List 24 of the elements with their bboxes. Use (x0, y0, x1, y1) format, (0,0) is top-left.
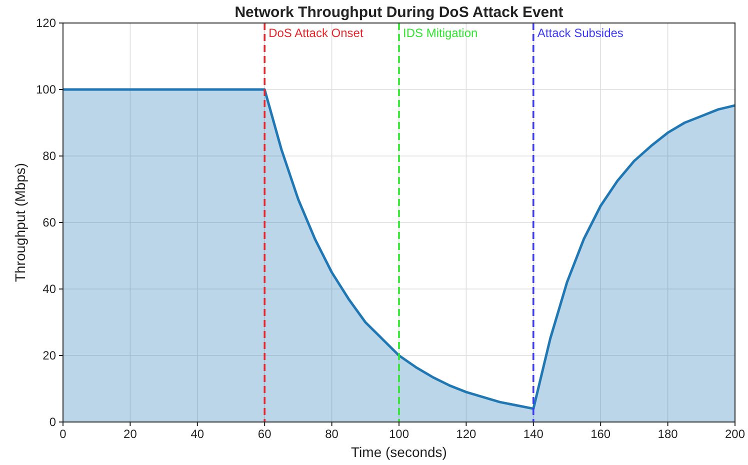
x-tick-label: 0 (60, 427, 67, 441)
y-tick-label: 120 (36, 16, 56, 30)
y-axis-title: Throughput (Mbps) (12, 162, 28, 282)
x-tick-label: 60 (258, 427, 272, 441)
x-axis-title: Time (seconds) (351, 444, 447, 460)
x-tick-label: 100 (388, 427, 410, 441)
y-tick-label: 0 (49, 415, 56, 429)
chart-title: Network Throughput During DoS Attack Event (234, 4, 564, 21)
x-tick-label: 120 (456, 427, 477, 441)
y-tick-label: 20 (42, 348, 56, 362)
ref-line-label: Attack Subsides (537, 26, 624, 40)
y-tick-label: 100 (36, 82, 56, 96)
x-tick-label: 140 (523, 427, 544, 441)
x-tick-label: 40 (190, 427, 204, 441)
y-tick-label: 40 (42, 282, 56, 296)
x-tick-label: 20 (124, 427, 138, 441)
ref-line-label: DoS Attack Onset (268, 26, 364, 40)
x-tick-label: 80 (325, 427, 339, 441)
ref-line-label: IDS Mitigation (403, 26, 478, 40)
x-tick-label: 200 (724, 427, 746, 441)
y-tick-label: 80 (42, 149, 56, 163)
y-tick-label: 60 (42, 216, 56, 230)
x-tick-label: 160 (590, 427, 611, 441)
x-tick-label: 180 (658, 427, 678, 441)
